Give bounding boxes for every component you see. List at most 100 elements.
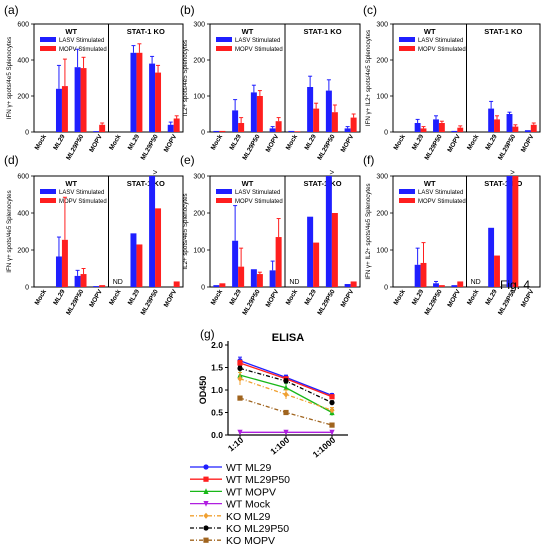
bar-1	[155, 72, 162, 132]
x-tick-label-6: Mock	[466, 288, 481, 306]
elisa-y-tick-label: 1.0	[211, 385, 223, 395]
bar-2	[325, 90, 332, 132]
y-tick-label-5: 100	[193, 248, 205, 255]
bar-3	[433, 119, 439, 132]
y-tick-label-1: 600	[17, 22, 29, 29]
bar-3	[494, 119, 500, 132]
y-tick-label-2: 300	[193, 22, 205, 29]
bar-3	[506, 114, 513, 132]
group-label-ko-4: STAT-1 KO	[127, 179, 165, 188]
bar-4	[149, 176, 156, 287]
bar-5	[269, 270, 276, 287]
x-tick-label-5: ML29	[303, 288, 318, 306]
elisa-legend-marker	[203, 512, 209, 519]
elisa-data-point	[329, 429, 335, 436]
panel-label-2: (b)	[180, 3, 195, 17]
bar-1	[99, 124, 106, 132]
elisa-data-point	[329, 394, 335, 400]
elisa-data-point	[237, 375, 243, 382]
x-tick-label-3: MOPV	[446, 133, 462, 154]
x-tick-label-4: ML29	[127, 288, 142, 306]
elisa-data-point	[237, 429, 243, 436]
elisa-data-point	[329, 407, 335, 414]
legend-swatch-3	[399, 46, 415, 51]
legend-swatch-2	[216, 37, 232, 42]
x-tick-label-4: ML29	[52, 288, 67, 306]
legend-swatch-2	[216, 46, 232, 51]
x-tick-label-1: Mock	[108, 133, 123, 151]
x-tick-label-3: ML29	[411, 133, 426, 151]
elisa-legend-marker	[203, 501, 209, 507]
y-tick-label-3: 300	[376, 22, 388, 29]
bar-5	[344, 284, 351, 287]
bar-1	[173, 118, 180, 132]
x-tick-label-1: ML29	[127, 133, 142, 151]
bar-3	[530, 124, 537, 132]
elisa-data-point	[283, 391, 289, 398]
x-tick-label-1: ML29P50	[140, 133, 160, 161]
group-label-wt-5: WT	[242, 179, 254, 188]
y-tick-label-1: 400	[17, 58, 29, 65]
elisa-y-tick-label: 2.0	[211, 340, 223, 350]
y-tick-label-1: 0	[25, 130, 29, 137]
elisa-data-point	[283, 378, 289, 384]
bar-4	[80, 274, 87, 287]
x-tick-label-3: Mock	[393, 133, 408, 151]
bar-1	[55, 88, 62, 132]
legend-swatch-3	[399, 37, 415, 42]
elisa-legend-label: KO ML29P50	[226, 523, 289, 535]
bar-6	[420, 262, 427, 287]
x-tick-label-2: ML29P50	[316, 133, 336, 161]
elisa-title: ELISA	[272, 332, 304, 344]
bar-5	[275, 237, 282, 287]
bar-2	[213, 130, 220, 132]
x-tick-label-2: MOPV	[340, 133, 356, 154]
bar-2	[344, 128, 351, 132]
y-tick-label-6: 200	[376, 211, 388, 218]
bar-4	[173, 281, 180, 287]
legend-swatch-6	[399, 198, 415, 203]
bar-6	[451, 285, 458, 287]
elisa-legend-label: WT ML29P50	[226, 474, 290, 486]
y-axis-label-6: IFN γ+ IL2+ spots/4e5 Splenocytes	[365, 183, 372, 279]
x-tick-label-3: ML29	[484, 133, 499, 151]
bar-3	[420, 128, 427, 132]
y-axis-label-4: IFN γ+ spots/4e5 Splenocytes	[6, 190, 13, 272]
x-tick-label-4: ML29P50	[140, 288, 160, 316]
group-label-ko-3: STAT-1 KO	[484, 27, 522, 36]
legend-label-6: LASV Stimulated	[418, 190, 463, 196]
x-tick-label-5: ML29	[228, 288, 243, 306]
y-tick-label-5: 300	[193, 174, 205, 181]
figure-label: Fig. 4	[500, 278, 531, 292]
x-tick-label-4: Mock	[108, 288, 123, 306]
legend-label-5: LASV Stimulated	[235, 190, 280, 196]
bar-2	[350, 117, 357, 132]
bar-2	[275, 121, 282, 132]
bar-2	[250, 92, 257, 132]
elisa-data-point	[237, 395, 243, 401]
bar-5	[256, 274, 263, 287]
group-label-wt-2: WT	[242, 27, 254, 36]
x-tick-label-4: ML29P50	[65, 288, 85, 316]
bar-6	[506, 176, 513, 287]
bar-2	[256, 96, 263, 132]
y-tick-label-2: 100	[193, 94, 205, 101]
bar-6	[512, 176, 519, 287]
elisa-y-tick-label: 0.5	[211, 408, 223, 418]
bar-2	[313, 108, 320, 132]
legend-label-1: LASV Stimulated	[59, 38, 104, 44]
x-tick-label-1: MOPV	[163, 133, 179, 154]
elisa-legend-label: WT Mock	[226, 499, 271, 511]
bar-6	[414, 264, 421, 287]
legend-label-2: MOPV Stimulated	[235, 47, 283, 53]
group-label-wt-3: WT	[424, 27, 436, 36]
bar-6	[438, 285, 445, 287]
elisa-data-point	[283, 429, 289, 436]
nd-label-6: ND	[471, 279, 481, 286]
legend-label-4: MOPV Stimulated	[59, 199, 107, 205]
x-tick-label-3: ML29P50	[424, 133, 444, 161]
x-tick-label-2: Mock	[285, 133, 300, 151]
x-tick-label-1: Mock	[34, 133, 49, 151]
group-label-wt-1: WT	[65, 27, 77, 36]
